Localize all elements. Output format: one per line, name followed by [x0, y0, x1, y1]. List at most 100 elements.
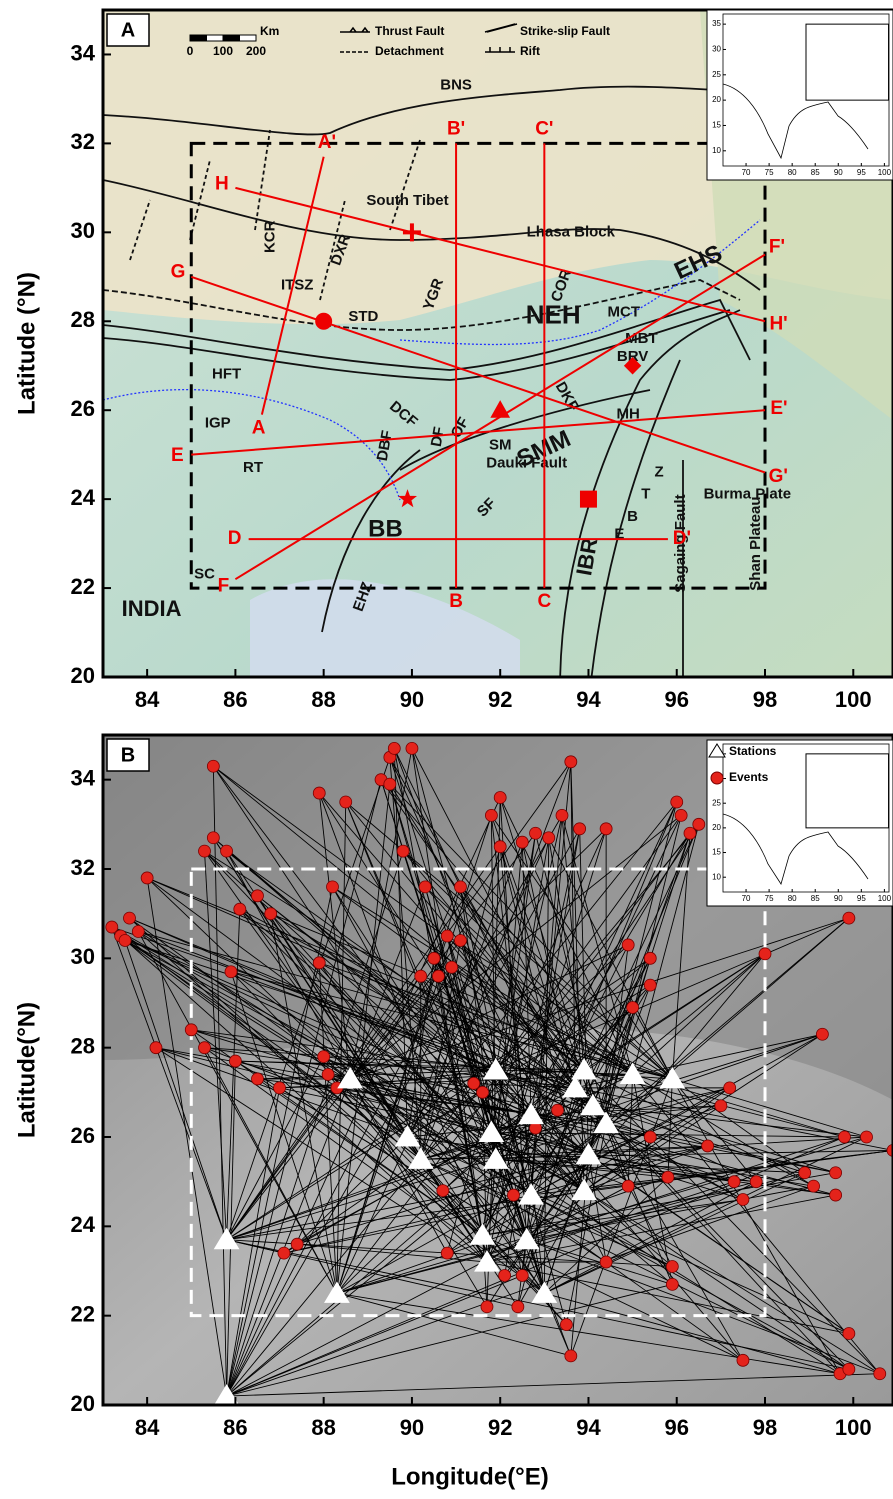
event: [224, 965, 238, 979]
ray-path: [530, 1114, 607, 1263]
event: [251, 889, 264, 903]
event: [387, 742, 401, 755]
station: [324, 1281, 350, 1303]
ray-path: [349, 1078, 744, 1361]
ray-path: [420, 1158, 850, 1370]
ray-path: [212, 766, 228, 1397]
ray-path: [349, 1078, 448, 1254]
y-tick-label: 30: [71, 218, 95, 243]
profile-label: G': [769, 466, 788, 487]
ray-path: [393, 748, 532, 1115]
ray-path: [226, 1087, 280, 1397]
river: [399, 219, 761, 346]
event: [290, 1237, 304, 1251]
event: [326, 880, 339, 894]
river: [103, 388, 401, 501]
event: [427, 951, 441, 965]
ray-path: [137, 931, 338, 1294]
station: [214, 1384, 240, 1405]
ray-path: [393, 748, 488, 1263]
ray-path: [495, 1158, 668, 1178]
map-label: MH: [617, 406, 640, 423]
inset-x-tick-label: 75: [765, 168, 774, 177]
x-tick-label: 100: [835, 687, 872, 712]
ray-path: [583, 953, 766, 1071]
event: [665, 1260, 679, 1273]
ray-path: [349, 1078, 488, 1307]
profile-label: D: [228, 528, 242, 549]
ray-path: [349, 1078, 567, 1325]
station: [562, 1075, 589, 1098]
inset-x-tick-label: 85: [811, 894, 820, 903]
ray-path: [226, 940, 461, 1241]
event: [515, 835, 529, 849]
event: [198, 1041, 211, 1055]
profile-label: A': [318, 132, 336, 153]
ray-path: [270, 913, 545, 1294]
ray-path: [530, 1194, 850, 1370]
profile-line: [191, 409, 766, 456]
x-tick-label: 100: [835, 1415, 872, 1440]
plot-frame: [101, 8, 893, 679]
site-square: [579, 490, 597, 508]
event: [511, 1300, 525, 1314]
ray-path: [583, 1087, 730, 1191]
ray-path: [226, 886, 426, 1397]
ray-path: [671, 1078, 841, 1374]
event: [418, 880, 432, 894]
profile-line: [190, 275, 766, 474]
ray-path: [226, 1061, 236, 1397]
y-axis-label: Latitude (°N): [13, 272, 40, 415]
ray-path: [557, 1074, 633, 1111]
ray-path: [411, 748, 607, 1124]
inset-region: [805, 23, 890, 101]
profile-line: [235, 186, 766, 323]
y-tick-label: 28: [71, 307, 95, 332]
ray-path: [605, 1123, 744, 1200]
station: [659, 1066, 686, 1089]
ray-path: [349, 815, 682, 1080]
ray-path: [495, 815, 682, 1071]
ray-path: [226, 779, 382, 1397]
fault: [590, 359, 681, 677]
station: [571, 1058, 597, 1080]
event: [798, 1166, 812, 1180]
event: [683, 826, 697, 840]
ray-path: [297, 1154, 589, 1245]
legend-label: Stations: [729, 744, 777, 758]
y-tick-label: 20: [71, 1391, 95, 1416]
x-tick-label: 94: [576, 1415, 601, 1440]
inset-x-tick-label: 70: [742, 894, 751, 903]
event: [599, 1255, 613, 1269]
x-tick-label: 96: [665, 687, 689, 712]
scale-label: 0: [187, 44, 194, 58]
ray-path: [495, 1158, 757, 1183]
event: [758, 947, 772, 961]
event: [436, 1184, 450, 1197]
ray-path: [495, 837, 550, 1160]
event: [432, 969, 445, 983]
ray-path: [226, 761, 572, 1240]
map-label: Z: [655, 463, 664, 480]
station: [478, 1120, 505, 1143]
map-label: BRV: [617, 348, 648, 365]
map-label: MBT: [625, 330, 658, 347]
inset-y-tick-label: 20: [712, 95, 721, 104]
ray-path: [226, 797, 501, 1397]
panel-label: B: [121, 744, 135, 766]
ray-path: [575, 1087, 708, 1147]
event: [312, 786, 326, 800]
inset-y-tick-label: 15: [712, 121, 721, 130]
x-tick-label: 88: [311, 687, 335, 712]
ray-path: [486, 1261, 849, 1334]
ray-path: [491, 824, 700, 1133]
event: [264, 907, 278, 921]
profile-label: A: [252, 417, 266, 438]
ray-path: [120, 935, 532, 1116]
site-diamond: [623, 357, 642, 375]
event: [643, 951, 657, 965]
ray-path: [336, 1181, 757, 1294]
ray-path: [204, 1047, 593, 1107]
ray-path: [570, 761, 576, 1088]
station: [513, 1227, 540, 1250]
